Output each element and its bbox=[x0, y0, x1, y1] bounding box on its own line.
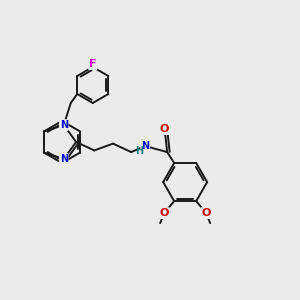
Text: O: O bbox=[160, 208, 169, 218]
Text: O: O bbox=[160, 124, 169, 134]
Text: F: F bbox=[89, 59, 97, 69]
Text: O: O bbox=[202, 208, 211, 218]
Text: H: H bbox=[135, 146, 143, 156]
Text: N: N bbox=[60, 154, 68, 164]
Text: N: N bbox=[141, 141, 149, 151]
Text: N: N bbox=[60, 120, 68, 130]
